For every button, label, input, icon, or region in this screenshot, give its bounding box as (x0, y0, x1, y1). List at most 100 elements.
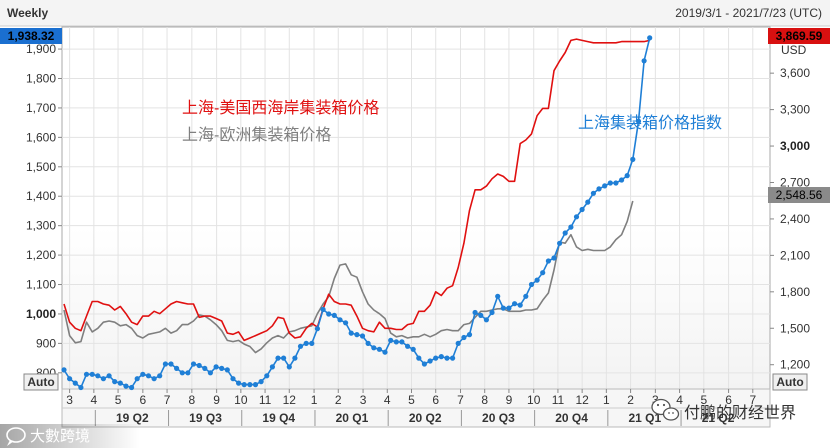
series-point (602, 183, 608, 189)
series-point (495, 293, 501, 299)
series-point (314, 326, 320, 332)
series-point (624, 173, 630, 179)
left-tick-label: 1,400 (26, 189, 56, 203)
series-point (354, 332, 360, 338)
watermark-right-text: 付鹏的财经世界 (684, 404, 796, 422)
series-1 (63, 38, 650, 342)
series-point (472, 309, 478, 316)
header-bar (0, 0, 830, 26)
series-point (292, 355, 298, 361)
series-point (89, 371, 95, 377)
quarter-label: 20 Q3 (482, 411, 515, 425)
left-tick-label: 1,700 (26, 101, 56, 115)
series-point (134, 376, 140, 382)
x-tick-label: 10 (234, 393, 248, 407)
series-point (421, 361, 427, 367)
series-point (269, 364, 275, 370)
series-point (455, 340, 461, 346)
series-point (100, 376, 106, 382)
left-tick-label: 1,300 (26, 219, 56, 233)
auto-left-button[interactable]: Auto (23, 373, 59, 391)
x-tick-label: 10 (527, 393, 541, 407)
right-tick-label: 3,000 (780, 139, 810, 153)
series-2 (63, 200, 634, 354)
series-point (444, 355, 450, 361)
x-tick-label: 3 (360, 393, 367, 407)
series-point (123, 383, 129, 389)
right-tick-label: 1,800 (780, 285, 810, 299)
series-point (213, 364, 219, 370)
quarter-label: 20 Q1 (336, 411, 369, 425)
series-point (241, 382, 247, 388)
series-point (410, 346, 416, 352)
left-tick-label: 1,100 (26, 278, 56, 292)
series-point (405, 343, 411, 349)
series-point (219, 365, 225, 371)
series-point (388, 337, 394, 343)
x-tick-label: 11 (259, 393, 272, 407)
series-point (466, 332, 473, 338)
series-point (145, 373, 152, 379)
series-point (78, 384, 84, 391)
right-axis: 1,200 1,500 1,800 2,100 2,400 2,700 3,000 3,300… (770, 66, 810, 372)
watermark-left: 大數跨境 (0, 424, 140, 448)
series-point (483, 317, 489, 323)
x-tick-label: 2 (335, 393, 342, 407)
annotation-west-coast: 上海-美国西海岸集装箱价格 (182, 99, 379, 117)
quarter-label: 19 Q2 (116, 411, 149, 425)
series-point (112, 379, 118, 385)
x-tick-label: 8 (481, 393, 488, 407)
quarter-axis: 19 Q2 19 Q3 19 Q4 20 Q1 20 Q2 20 Q3 20 Q4 21 Q1… (94, 410, 735, 426)
series-point (551, 255, 557, 261)
right-tick-label: 3,300 (780, 103, 810, 117)
series-point (230, 376, 236, 382)
series-point (185, 370, 191, 376)
quarter-label: 20 Q2 (409, 411, 442, 425)
series-point (281, 355, 287, 361)
series-point (174, 365, 180, 371)
series-point (61, 367, 67, 373)
series-point (252, 382, 259, 388)
left-tick-label: 1,900 (26, 42, 56, 56)
left-tick-label: 1,600 (26, 130, 56, 144)
x-tick-label: 1 (311, 393, 318, 407)
series-point (337, 317, 343, 323)
series-point (613, 180, 619, 186)
series-point (331, 312, 337, 318)
series-point (523, 293, 529, 299)
frequency-label: Weekly (7, 6, 48, 20)
series-point (162, 361, 168, 367)
left-tick-label: 1,000 (26, 307, 56, 321)
series-point (511, 301, 518, 307)
date-range: 2019/3/1 - 2021/7/23 (UTC) (675, 6, 822, 20)
right-tick-label: 2,100 (780, 248, 810, 262)
series-point (596, 186, 602, 192)
last-value-left-badge: 1,938.32 (0, 28, 62, 44)
left-tick-label: 900 (36, 336, 56, 350)
series-line (63, 38, 650, 342)
series-point (427, 358, 433, 364)
auto-right-button[interactable]: Auto (772, 373, 808, 391)
x-tick-label: 5 (408, 393, 415, 407)
last-value-west: 3,869.59 (776, 29, 823, 43)
series-point (517, 302, 523, 308)
series-point (286, 364, 292, 370)
x-axis: 3 4 5 6 7 8 9 10 11 12 1 2 3 4 5 6 7 8 9 10 11 12 1 2 3 4 5 6 7 (66, 389, 756, 407)
series-point (359, 333, 366, 339)
quarter-label: 19 Q4 (262, 411, 295, 425)
series-point (129, 384, 135, 391)
series-point (562, 230, 568, 236)
x-tick-label: 4 (91, 393, 98, 407)
x-tick-label: 11 (552, 393, 565, 407)
quarter-label: 21 Q2 (702, 411, 735, 425)
last-value-europe: 2,548.56 (776, 188, 823, 202)
x-tick-label: 12 (283, 393, 297, 407)
series-point (168, 361, 174, 367)
annotation-europe: 上海-欧洲集装箱价格 (182, 126, 331, 144)
series-point (303, 340, 309, 346)
series-point (506, 305, 512, 311)
x-tick-label: 3 (66, 393, 73, 407)
x-tick-label: 1 (603, 393, 610, 407)
series-point (320, 306, 326, 313)
